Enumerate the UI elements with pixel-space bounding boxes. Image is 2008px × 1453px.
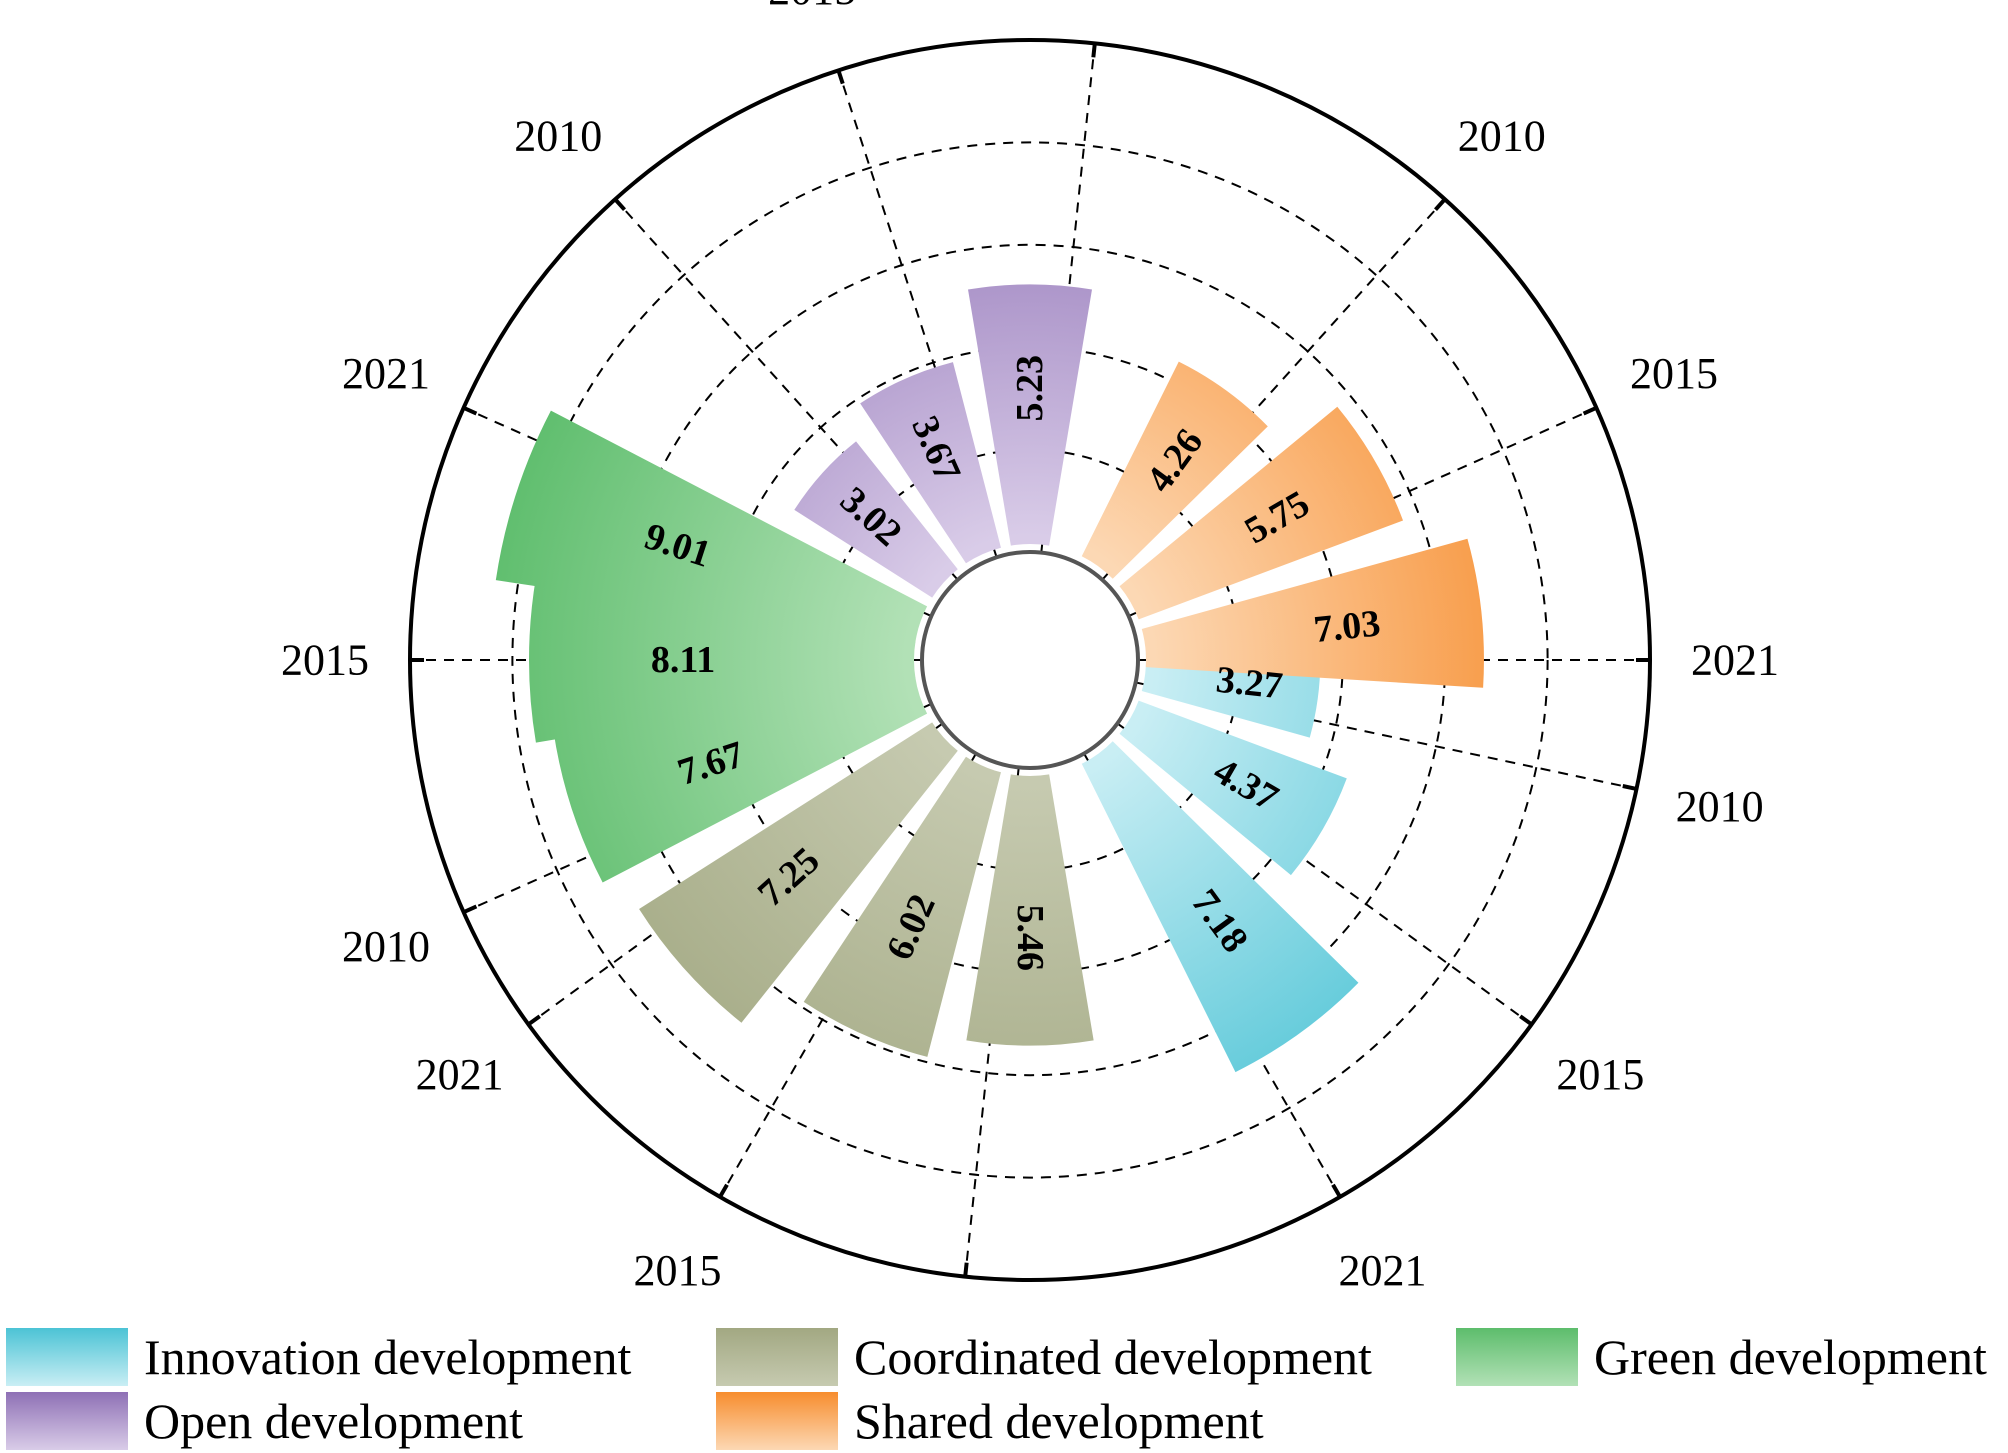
year-label-green-2021: 2021: [342, 349, 430, 398]
grid-radial-line: [614, 198, 959, 581]
legend-swatch-open: [6, 1392, 128, 1450]
year-label-open-2015: 2015: [768, 0, 856, 14]
outer-ticks: [408, 38, 1652, 1282]
outer-tick: [1519, 1014, 1533, 1027]
outer-tick: [718, 1183, 729, 1198]
outer-tick: [1434, 197, 1447, 211]
year-label-coordinated-2021: 2021: [416, 1050, 504, 1099]
outer-tick: [462, 405, 478, 416]
radial-bar-chart: 2010 2015 2021 2010 2015 2021 2010 2015 2021 2010…: [281, 0, 1779, 1295]
grid-radial-line: [1116, 722, 1533, 1026]
year-labels: 2010 2015 2021 2010 2015 2021 2010 2015 2021 2010…: [281, 0, 1779, 1295]
year-label-innovation-2015: 2015: [1556, 1050, 1644, 1099]
legend-item-open: Open development: [6, 1392, 523, 1450]
legend-label-green: Green development: [1594, 1329, 1987, 1385]
outer-tick: [1091, 43, 1097, 58]
value-label-coordinated-2010: 5.46: [1009, 905, 1051, 972]
outer-tick: [613, 197, 626, 211]
bar-open-2021: [968, 284, 1092, 546]
year-label-coordinated-2015: 2015: [634, 1246, 722, 1295]
chart-legend: Innovation development Coordinated devel…: [0, 1320, 2008, 1453]
legend-swatch-shared: [716, 1392, 838, 1450]
inner-circle: [920, 550, 1140, 770]
bar-shared-2010: [1081, 361, 1268, 579]
legend-label-innovation: Innovation development: [144, 1329, 632, 1385]
grid-radial-line: [1101, 198, 1446, 581]
year-label-green-2010: 2010: [342, 922, 430, 971]
bar-shared-2015: [1119, 406, 1404, 620]
year-label-shared-2015: 2015: [1630, 349, 1718, 398]
bar-green-2021: [495, 410, 928, 643]
legend-item-coordinated: Coordinated development: [716, 1328, 1372, 1386]
year-label-green-2015: 2015: [281, 636, 369, 685]
legend-label-shared: Shared development: [854, 1393, 1264, 1449]
bar-green-2015: [529, 577, 916, 743]
bar-open-2010: [794, 441, 958, 598]
outer-tick: [1331, 1183, 1342, 1198]
legend-label-coordinated: Coordinated development: [854, 1329, 1372, 1385]
value-label-green-2015: 8.11: [651, 639, 715, 681]
bar-coordinated-2015: [803, 756, 1001, 1057]
year-label-innovation-2021: 2021: [1339, 1246, 1427, 1295]
outer-tick: [1582, 405, 1598, 416]
outer-tick: [527, 1014, 541, 1027]
bar-coordinated-2010: [966, 774, 1094, 1046]
bar-innovation-2015: [1119, 700, 1347, 876]
value-label-innovation-2010: 3.27: [1214, 659, 1285, 708]
legend-swatch-coordinated: [716, 1328, 838, 1386]
value-label-open-2021: 5.23: [1009, 355, 1051, 422]
year-label-shared-2010: 2010: [1458, 112, 1546, 161]
legend-item-innovation: Innovation development: [6, 1328, 631, 1386]
outer-tick: [963, 1262, 969, 1277]
legend-label-open: Open development: [144, 1393, 524, 1449]
outer-tick: [462, 904, 478, 915]
bar-open-2015: [860, 362, 1001, 564]
legend-item-shared: Shared development: [716, 1392, 1264, 1450]
bar-coordinated-2021: [639, 722, 958, 1023]
year-label-shared-2021: 2021: [1691, 636, 1779, 685]
bar-innovation-2021: [1081, 741, 1359, 1073]
outer-circle: [408, 38, 1652, 1282]
year-label-open-2010: 2010: [514, 112, 602, 161]
outer-tick: [836, 69, 845, 85]
outer-tick: [1622, 784, 1637, 791]
bar-green-2010: [553, 677, 928, 883]
legend-swatch-innovation: [6, 1328, 128, 1386]
legend-swatch-green: [1456, 1328, 1578, 1386]
grid-radial-line: [837, 70, 998, 558]
bar-shared-2021: [1141, 538, 1484, 688]
chart-bars: [495, 284, 1484, 1073]
legend-item-green: Green development: [1456, 1328, 1987, 1386]
year-label-innovation-2010: 2010: [1676, 782, 1764, 831]
grid-radial-line: [1135, 681, 1637, 790]
grid-circle: [511, 141, 1549, 1179]
value-label-shared-2021: 7.03: [1312, 602, 1383, 651]
